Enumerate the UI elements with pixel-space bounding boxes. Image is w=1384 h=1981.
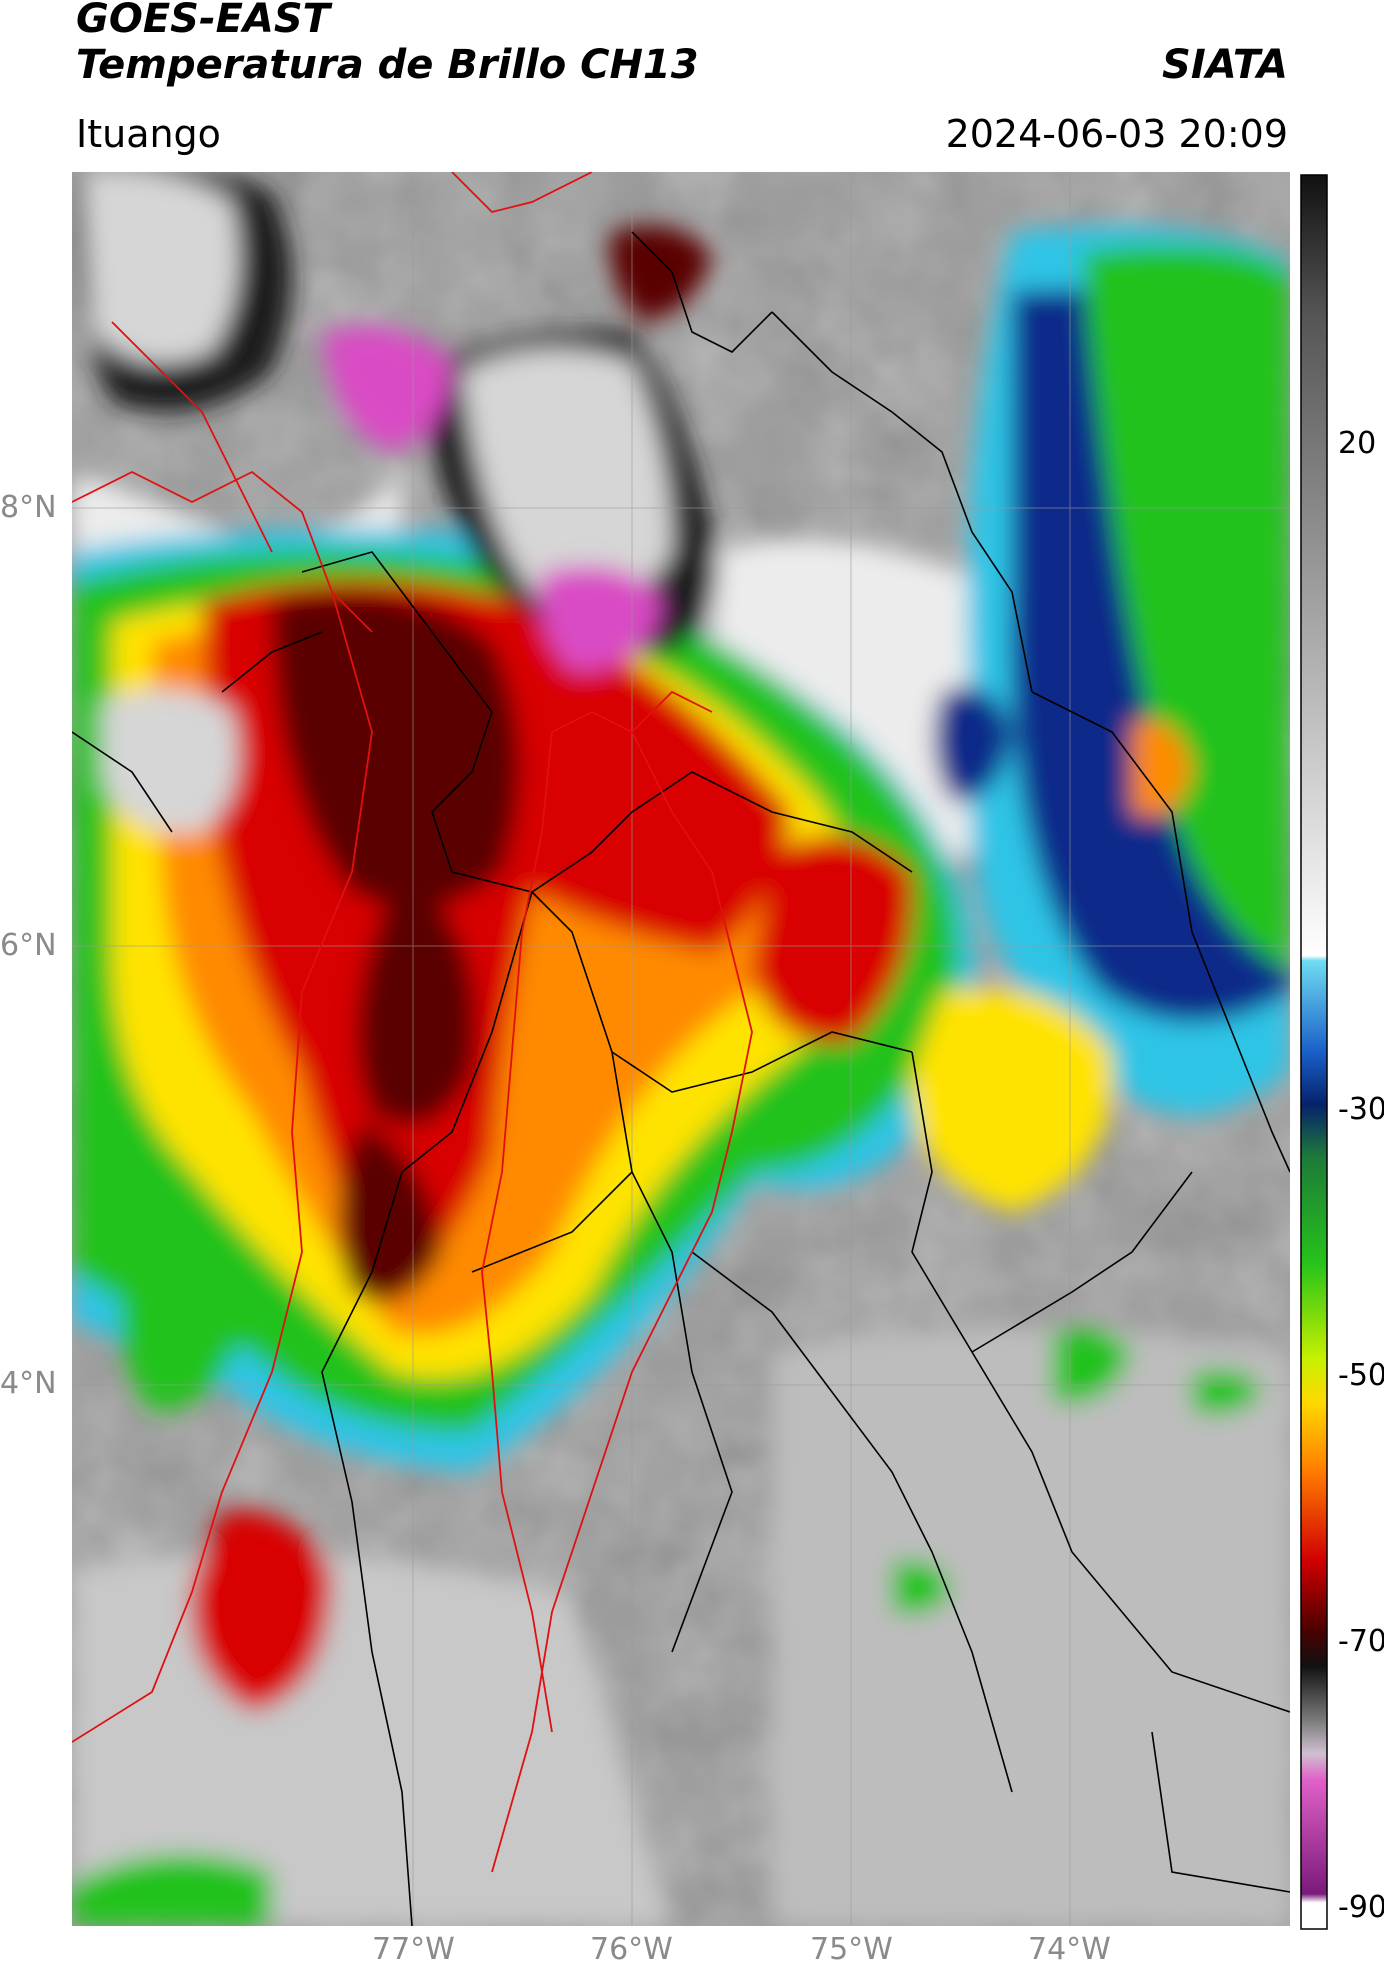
satellite-map[interactable] — [72, 172, 1290, 1926]
product-title: Temperatura de Brillo CH13 — [76, 42, 699, 88]
colorbar-tick-minus50: -50 — [1338, 1358, 1384, 1393]
colorbar-tick-minus90: -90 — [1338, 1890, 1384, 1925]
region-label: Ituango — [76, 112, 221, 156]
colorbar-tick-20: 20 — [1338, 426, 1377, 461]
lat-label-8n: 8°N — [0, 490, 57, 525]
colorbar-tick-minus70: -70 — [1338, 1624, 1384, 1659]
timestamp-label: 2024-06-03 20:09 — [945, 112, 1288, 156]
satellite-title: GOES-EAST — [76, 0, 330, 42]
lat-label-4n: 4°N — [0, 1366, 57, 1401]
department-borders — [72, 231, 1290, 1926]
organization-label: SIATA — [1162, 42, 1288, 88]
cloud-layers — [72, 172, 1290, 1926]
lat-label-6n: 6°N — [0, 928, 57, 963]
gridlines — [72, 172, 1290, 1926]
lon-label-77w: 77°W — [372, 1932, 455, 1967]
colorbar-tick-minus30: -30 — [1338, 1092, 1384, 1127]
lon-label-75w: 75°W — [810, 1932, 893, 1967]
region-borders-red — [72, 172, 753, 1873]
lon-label-76w: 76°W — [590, 1932, 673, 1967]
lon-label-74w: 74°W — [1028, 1932, 1111, 1967]
colorbar — [1300, 174, 1328, 1930]
